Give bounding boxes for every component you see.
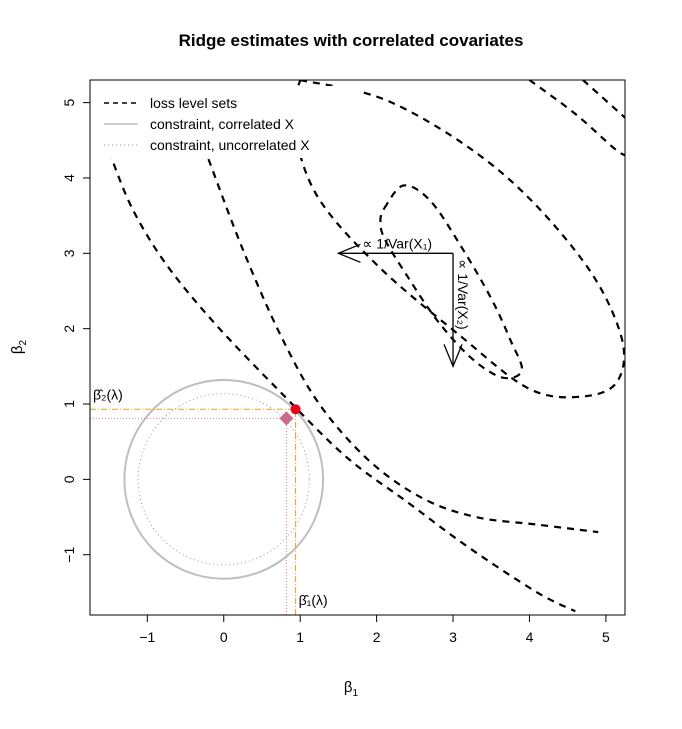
arrow-var-x1-label: ∝ 1/Var(X₁) [362, 235, 432, 251]
legend-label-loss: loss level sets [150, 95, 237, 111]
ridge-estimate-uncorrelated-point [279, 411, 294, 426]
y-tick-label: 1 [61, 400, 77, 408]
y-tick-label: 4 [61, 174, 77, 182]
arrow-var-x2-label: ∝ 1/Var(X₂) [455, 259, 471, 329]
x-tick-label: −1 [139, 629, 155, 645]
loss-level-set-1 [379, 184, 524, 380]
y-tick-label: 0 [61, 475, 77, 483]
chart-title: Ridge estimates with correlated covariat… [179, 31, 524, 50]
y-tick-label: 5 [61, 99, 77, 107]
loss-level-set-4 [108, 151, 576, 613]
constraint-circle-uncorrelated [137, 393, 310, 566]
loss-level-set-5 [528, 80, 625, 157]
x-axis-label-subscript: 1 [353, 688, 359, 699]
loss-level-set-3 [207, 158, 599, 534]
svg-text:β1: β1 [344, 679, 359, 699]
ridge-estimate-correlated-point [290, 404, 301, 415]
x-tick-label: 2 [373, 629, 381, 645]
y-axis-label-subscript: 2 [18, 339, 29, 345]
y-tick-label: −1 [61, 547, 77, 563]
legend-box [96, 86, 360, 158]
beta2-lambda-label: β̂₂(λ) [93, 386, 123, 402]
y-tick-label: 3 [61, 249, 77, 257]
beta1-lambda-label: β̂₁(λ) [299, 592, 328, 608]
x-axis-label-symbol: β [344, 679, 353, 696]
arrow-var-x1-head [336, 243, 361, 263]
legend-label-correlated: constraint, correlated X [150, 116, 295, 132]
plot-frame [89, 79, 626, 616]
x-tick-label: 5 [602, 629, 610, 645]
y-axis-label: β2 [9, 339, 29, 354]
legend: loss level sets constraint, correlated X… [96, 86, 360, 158]
loss-level-set-6 [582, 80, 625, 119]
svg-text:β2: β2 [9, 339, 29, 354]
legend-label-uncorrelated: constraint, uncorrelated X [150, 137, 310, 153]
x-tick-label: 4 [526, 629, 534, 645]
constraint-circle-correlated [123, 379, 325, 580]
y-axis-label-symbol: β [9, 345, 26, 354]
loss-level-set-2 [290, 80, 625, 399]
x-tick-label: 1 [296, 629, 304, 645]
arrow-var-x2-head [443, 344, 463, 369]
x-tick-label: 3 [449, 629, 457, 645]
x-axis-label: β1 [344, 679, 359, 699]
y-tick-label: 2 [61, 325, 77, 333]
x-tick-label: 0 [220, 629, 228, 645]
